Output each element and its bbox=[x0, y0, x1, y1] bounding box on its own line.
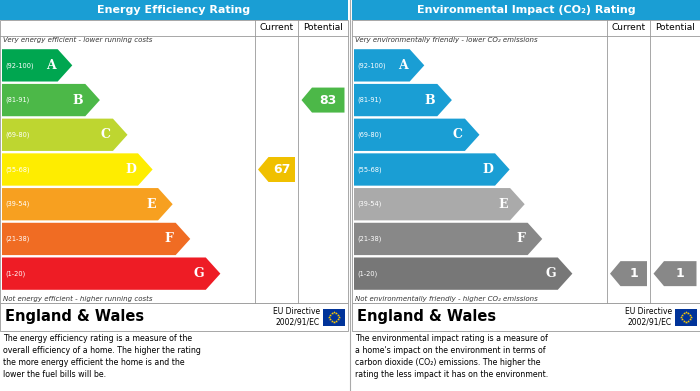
Bar bbox=[352, 303, 700, 331]
Polygon shape bbox=[610, 261, 647, 286]
Text: A: A bbox=[398, 59, 407, 72]
Text: E: E bbox=[146, 198, 156, 211]
Polygon shape bbox=[258, 157, 295, 182]
Polygon shape bbox=[2, 84, 100, 116]
Text: Not energy efficient - higher running costs: Not energy efficient - higher running co… bbox=[3, 296, 153, 302]
Text: (81-91): (81-91) bbox=[5, 97, 29, 103]
Bar bbox=[0, 20, 348, 303]
Text: F: F bbox=[164, 232, 174, 246]
Text: (55-68): (55-68) bbox=[5, 166, 29, 173]
Text: (39-54): (39-54) bbox=[5, 201, 29, 208]
Polygon shape bbox=[2, 118, 127, 151]
Text: (81-91): (81-91) bbox=[357, 97, 382, 103]
Bar bbox=[0, 0, 348, 20]
Text: B: B bbox=[425, 93, 435, 107]
Text: (92-100): (92-100) bbox=[5, 62, 34, 68]
Polygon shape bbox=[354, 223, 542, 255]
Text: 83: 83 bbox=[320, 93, 337, 107]
Bar bbox=[352, 0, 700, 20]
Bar bbox=[675, 308, 697, 325]
Polygon shape bbox=[354, 118, 480, 151]
Text: England & Wales: England & Wales bbox=[357, 310, 496, 325]
Text: The environmental impact rating is a measure of
a home's impact on the environme: The environmental impact rating is a mea… bbox=[355, 334, 548, 379]
Bar bbox=[0, 303, 348, 331]
Text: E: E bbox=[498, 198, 508, 211]
Text: Potential: Potential bbox=[303, 23, 343, 32]
Text: (69-80): (69-80) bbox=[357, 131, 382, 138]
Text: D: D bbox=[125, 163, 136, 176]
Text: D: D bbox=[482, 163, 493, 176]
Text: C: C bbox=[101, 128, 111, 141]
Text: (92-100): (92-100) bbox=[357, 62, 386, 68]
Text: 67: 67 bbox=[273, 163, 290, 176]
Text: F: F bbox=[517, 232, 526, 246]
Text: Very energy efficient - lower running costs: Very energy efficient - lower running co… bbox=[3, 37, 153, 43]
Text: 1: 1 bbox=[676, 267, 685, 280]
Polygon shape bbox=[654, 261, 696, 286]
Text: (39-54): (39-54) bbox=[357, 201, 382, 208]
Text: Not environmentally friendly - higher CO₂ emissions: Not environmentally friendly - higher CO… bbox=[355, 296, 538, 302]
Text: (55-68): (55-68) bbox=[357, 166, 382, 173]
Polygon shape bbox=[354, 153, 510, 186]
Text: EU Directive
2002/91/EC: EU Directive 2002/91/EC bbox=[273, 307, 320, 327]
Text: (21-38): (21-38) bbox=[357, 236, 382, 242]
Bar bbox=[352, 20, 700, 303]
Polygon shape bbox=[354, 258, 573, 290]
Text: The energy efficiency rating is a measure of the
overall efficiency of a home. T: The energy efficiency rating is a measur… bbox=[3, 334, 201, 379]
Text: C: C bbox=[453, 128, 463, 141]
Polygon shape bbox=[354, 49, 424, 81]
Text: B: B bbox=[73, 93, 83, 107]
Text: G: G bbox=[193, 267, 204, 280]
Polygon shape bbox=[2, 223, 190, 255]
Polygon shape bbox=[2, 188, 173, 221]
Polygon shape bbox=[354, 84, 452, 116]
Text: Very environmentally friendly - lower CO₂ emissions: Very environmentally friendly - lower CO… bbox=[355, 37, 538, 43]
Text: (69-80): (69-80) bbox=[5, 131, 29, 138]
Polygon shape bbox=[2, 258, 220, 290]
Text: Environmental Impact (CO₂) Rating: Environmental Impact (CO₂) Rating bbox=[416, 5, 636, 15]
Text: (1-20): (1-20) bbox=[5, 271, 25, 277]
Text: Current: Current bbox=[611, 23, 645, 32]
Text: (1-20): (1-20) bbox=[357, 271, 377, 277]
Bar bbox=[323, 308, 345, 325]
Text: A: A bbox=[46, 59, 56, 72]
Text: England & Wales: England & Wales bbox=[5, 310, 144, 325]
Polygon shape bbox=[2, 49, 72, 81]
Text: Energy Efficiency Rating: Energy Efficiency Rating bbox=[97, 5, 251, 15]
Polygon shape bbox=[2, 153, 153, 186]
Text: Potential: Potential bbox=[655, 23, 695, 32]
Text: G: G bbox=[545, 267, 556, 280]
Polygon shape bbox=[354, 188, 525, 221]
Text: 1: 1 bbox=[629, 267, 638, 280]
Text: Current: Current bbox=[260, 23, 293, 32]
Text: EU Directive
2002/91/EC: EU Directive 2002/91/EC bbox=[625, 307, 672, 327]
Polygon shape bbox=[302, 88, 344, 113]
Text: (21-38): (21-38) bbox=[5, 236, 29, 242]
